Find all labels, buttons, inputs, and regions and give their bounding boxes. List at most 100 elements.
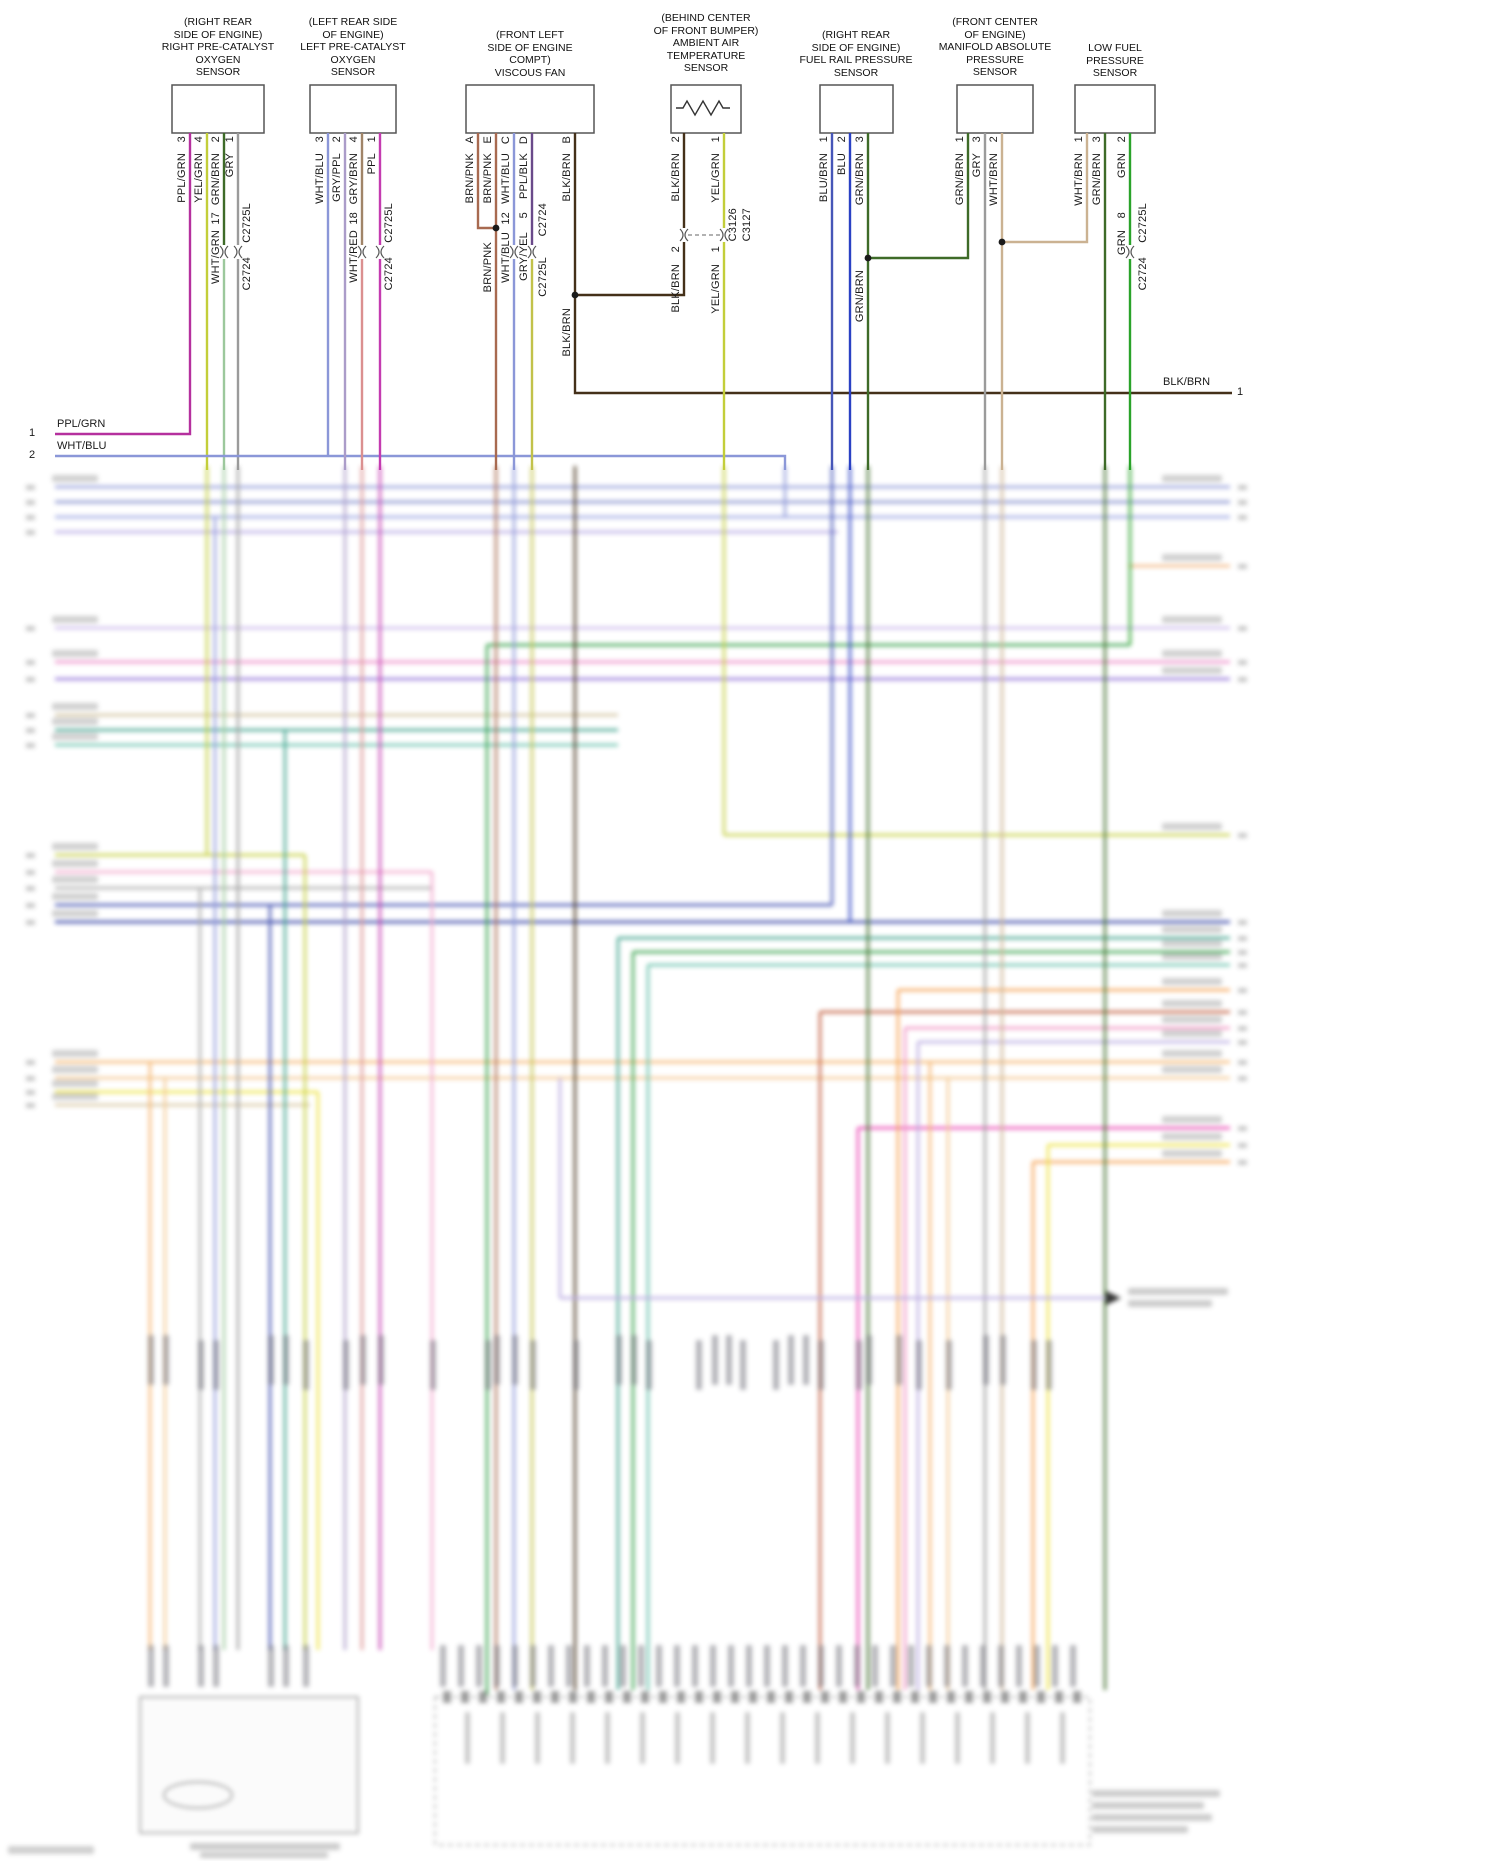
wire-wht-blu-row2: [55, 454, 787, 470]
low-fuel-pressure-sensor-box: [1074, 84, 1156, 134]
pin-number: 4: [193, 136, 205, 143]
wire-color-label: GRN/BRN: [854, 270, 866, 323]
inline-connector-name: C2724: [537, 203, 549, 237]
wire-brn-pnk-a: [476, 133, 496, 230]
wire-color-label: YEL/GRN: [710, 153, 722, 203]
wire-color-label: BLK/BRN: [670, 264, 682, 313]
wire-color-label: WHT/BLU: [57, 440, 107, 452]
wire-color-label: WHT/BRN: [1073, 153, 1085, 206]
wire-color-label: BLK/BRN: [561, 153, 573, 202]
inline-connector-name: C2725L: [1137, 203, 1149, 243]
pin-number: 1: [1073, 136, 1085, 143]
wire-blk-brn-trunk: [573, 133, 1232, 395]
wire-color-label: GRN/BRN: [1091, 153, 1103, 206]
pin-number: 2: [988, 136, 1000, 143]
pin-number: D: [518, 136, 530, 145]
pin-number: 3: [971, 136, 983, 143]
inline-pin-number: 18: [348, 212, 360, 225]
inline-connector-name: C2725L: [241, 203, 253, 243]
connector-title: (BEHIND CENTER OF FRONT BUMPER) AMBIENT …: [653, 12, 759, 74]
wire-color-label: WHT/BLU: [500, 153, 512, 204]
wire-color-label: GRY/PPL: [331, 153, 343, 202]
inline-connector-name: C2724: [1137, 257, 1149, 291]
pin-number: 2: [1116, 136, 1128, 143]
wire-color-label: PPL/GRN: [176, 153, 188, 203]
wire-color-label: GRN/BRN: [954, 153, 966, 206]
wire-color-label: BLU: [836, 153, 848, 175]
connector-title: (LEFT REAR SIDE OF ENGINE) LEFT PRE-CATA…: [300, 16, 406, 78]
wire-wht-brn-low-fuel: [1002, 133, 1089, 244]
row-number: 2: [29, 449, 36, 461]
pin-number: 2: [210, 136, 222, 143]
wire-color-label: BLU/BRN: [818, 153, 830, 203]
viscous-fan-box: [465, 84, 595, 134]
pin-number: A: [464, 136, 476, 144]
inline-pin-number: 8: [1116, 212, 1128, 219]
wire-ppl-grn: [55, 133, 192, 436]
connector-title: LOW FUEL PRESSURE SENSOR: [1086, 42, 1144, 79]
pin-number: 1: [954, 136, 966, 143]
pin-number: 3: [854, 136, 866, 143]
pin-number: E: [482, 136, 494, 144]
connector-title: (RIGHT REAR SIDE OF ENGINE) RIGHT PRE-CA…: [161, 16, 275, 78]
pin-number: B: [561, 136, 573, 144]
wire-color-label: YEL/GRN: [193, 153, 205, 203]
right-pre-catalyst-oxygen-sensor-box: [171, 84, 265, 134]
sensor-wires: [55, 133, 1232, 470]
inline-connector-breaks: [219, 228, 1135, 259]
wire-color-label: WHT/BLU: [500, 232, 512, 283]
inline-connector-name: C2725L: [383, 203, 395, 243]
wire-color-label: BLK/BRN: [561, 308, 573, 357]
inline-connector-name: C3126: [727, 208, 739, 242]
wire-color-label: WHT/GRN: [210, 230, 222, 284]
wire-color-label: GRN: [1116, 230, 1128, 256]
inline-pin-number: 12: [500, 212, 512, 225]
wire-color-label: BLK/BRN: [670, 153, 682, 202]
pin-number: C: [500, 136, 512, 145]
wire-color-label: BRN/PNK: [464, 153, 476, 204]
wire-color-label: BLK/BRN: [1163, 376, 1211, 388]
inline-connector-name: C2725L: [537, 257, 549, 297]
wire-color-label: GRN: [1116, 153, 1128, 179]
wire-color-label: GRY/YEL: [518, 232, 530, 281]
pin-number: 1: [710, 136, 722, 143]
manifold-absolute-pressure-sensor-box: [956, 84, 1034, 134]
wire-color-label: PPL: [366, 153, 378, 175]
wire-color-label: BRN/PNK: [482, 242, 494, 293]
pin-number: 2: [331, 136, 343, 143]
pin-number: 2: [836, 136, 848, 143]
connector-title: (FRONT LEFT SIDE OF ENGINE COMPT) VISCOU…: [487, 29, 573, 79]
pin-number: 2: [670, 136, 682, 143]
inline-connector-name: C3127: [741, 208, 753, 242]
wire-color-label: PPL/GRN: [57, 418, 106, 430]
wire-blk-brn-ambient: [575, 133, 686, 297]
wire-color-label: GRN/BRN: [854, 153, 866, 206]
pin-number: 3: [1091, 136, 1103, 143]
wire-color-label: BRN/PNK: [482, 153, 494, 204]
pin-number: 1: [366, 136, 378, 143]
inline-pin-number: 5: [518, 212, 530, 219]
row-number: 1: [29, 427, 36, 439]
inline-pin-number: 17: [210, 212, 222, 225]
wire-color-label: PPL/BLK: [518, 153, 530, 200]
wire-color-label: WHT/RED: [348, 230, 360, 283]
wire-color-label: WHT/BRN: [988, 153, 1000, 206]
pin-number: 1: [224, 136, 236, 143]
inline-connector-name: C2724: [241, 257, 253, 291]
inline-pin-number: 2: [670, 246, 682, 253]
wire-color-label: YEL/GRN: [710, 264, 722, 314]
left-pre-catalyst-oxygen-sensor-box: [309, 84, 397, 134]
junction-dots: [492, 224, 1006, 299]
inline-connector-name: C2724: [383, 257, 395, 291]
wire-grn-brn-map: [868, 133, 970, 260]
wire-color-label: GRY: [224, 153, 236, 178]
connector-title: (FRONT CENTER OF ENGINE) MANIFOLD ABSOLU…: [938, 16, 1052, 78]
wire-color-label: GRY: [971, 153, 983, 178]
connector-title: (RIGHT REAR SIDE OF ENGINE) FUEL RAIL PR…: [799, 29, 913, 79]
fuel-rail-pressure-sensor-box: [819, 84, 894, 134]
pin-number: 1: [818, 136, 830, 143]
row-number: 1: [1237, 386, 1244, 398]
inline-pin-number: 1: [710, 246, 722, 253]
